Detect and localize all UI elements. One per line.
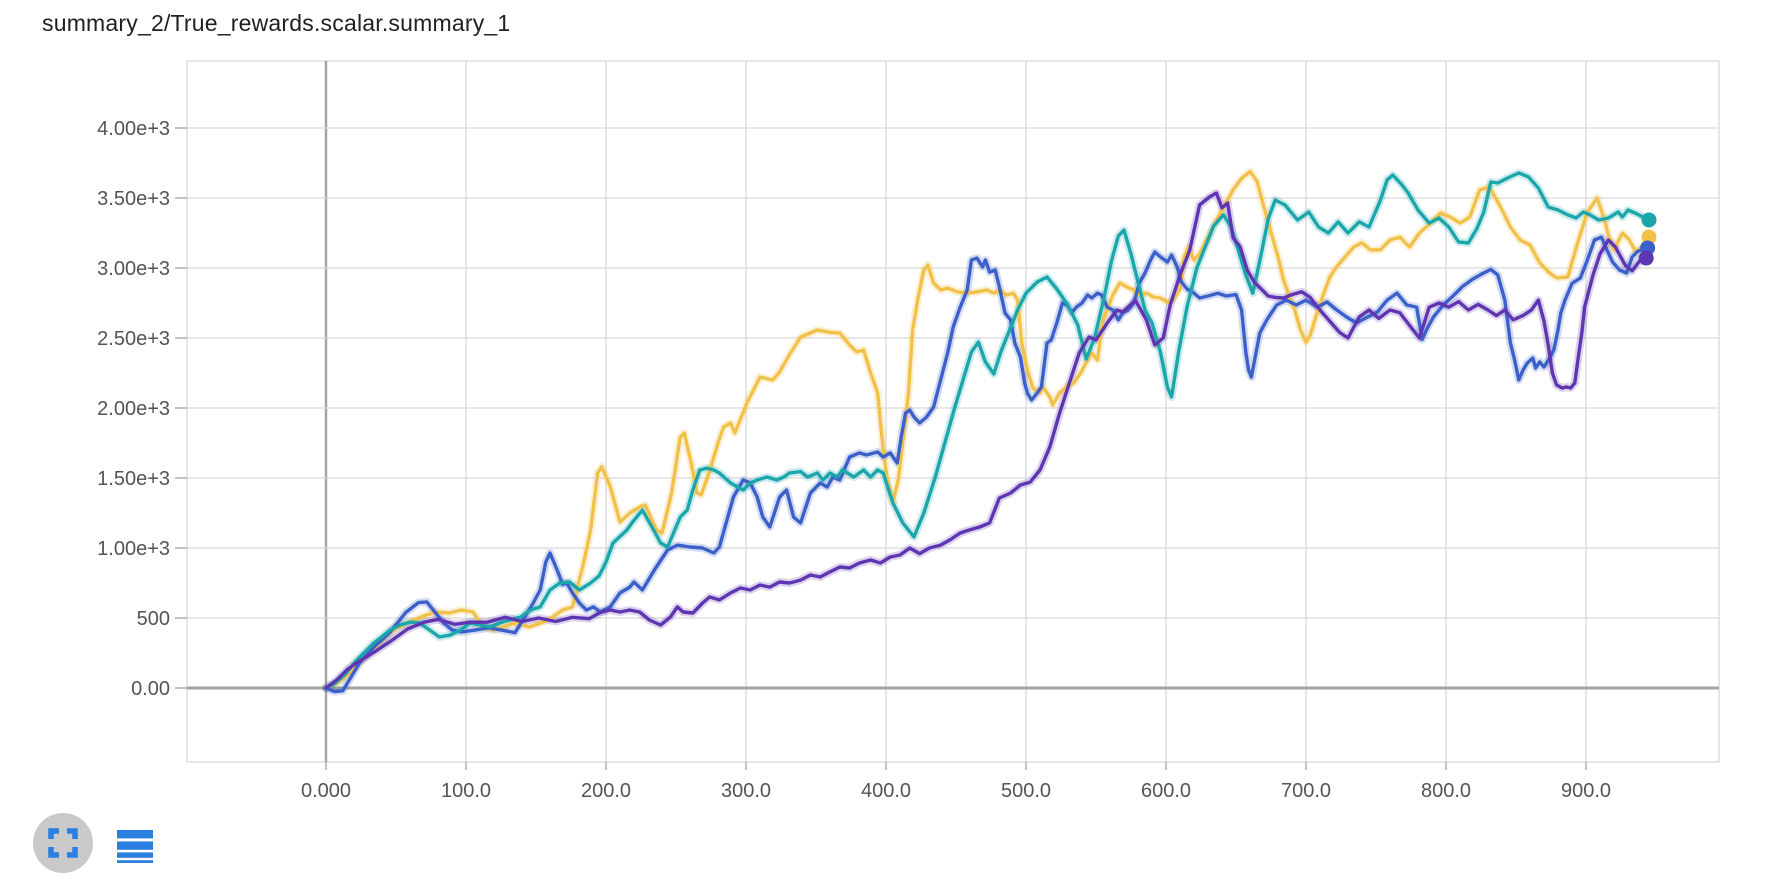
toggle-runs-button[interactable] bbox=[111, 823, 159, 869]
series-line-run-gold[interactable] bbox=[324, 169, 1651, 690]
x-tick-label: 900.0 bbox=[1561, 780, 1611, 802]
x-tick-label: 700.0 bbox=[1281, 780, 1331, 802]
x-tick-label: 800.0 bbox=[1421, 780, 1471, 802]
y-tick-label: 2.50e+3 bbox=[97, 328, 170, 350]
series-halo-run-teal bbox=[322, 168, 1653, 692]
series-line-run-teal[interactable] bbox=[324, 171, 1651, 690]
y-tick-label: 500 bbox=[137, 608, 170, 630]
plot-border bbox=[186, 60, 1720, 763]
y-tick-label: 0.00 bbox=[131, 678, 170, 700]
series-end-dot-run-purple[interactable] bbox=[1638, 250, 1654, 266]
chart-title: summary_2/True_rewards.scalar.summary_1 bbox=[42, 10, 511, 36]
y-tick-label: 3.00e+3 bbox=[97, 258, 170, 280]
x-tick-label: 200.0 bbox=[581, 780, 631, 802]
y-tick-label: 2.00e+3 bbox=[97, 398, 170, 420]
y-tick-label: 1.00e+3 bbox=[97, 538, 170, 560]
series-end-dot-run-teal[interactable] bbox=[1641, 212, 1657, 228]
x-tick-label: 300.0 bbox=[721, 780, 771, 802]
x-tick-label: 400.0 bbox=[861, 780, 911, 802]
y-tick-label: 3.50e+3 bbox=[97, 188, 170, 210]
series-line-run-purple[interactable] bbox=[324, 191, 1648, 690]
x-tick-label: 500.0 bbox=[1001, 780, 1051, 802]
horizontal-bars-icon bbox=[117, 830, 153, 863]
fullscreen-expand-icon bbox=[33, 813, 93, 873]
x-tick-label: 100.0 bbox=[441, 780, 491, 802]
expand-chart-button[interactable] bbox=[33, 813, 93, 873]
y-tick-label: 4.00e+3 bbox=[97, 118, 170, 140]
series-end-dot-run-gold[interactable] bbox=[1641, 229, 1657, 245]
x-tick-label: 0.000 bbox=[301, 780, 351, 802]
y-tick-label: 1.50e+3 bbox=[97, 468, 170, 490]
x-tick-label: 600.0 bbox=[1141, 780, 1191, 802]
line-chart[interactable]: 0.000 100.0 200.0 300.0 400.0 500.0 600.0 700.0… bbox=[0, 0, 1772, 810]
